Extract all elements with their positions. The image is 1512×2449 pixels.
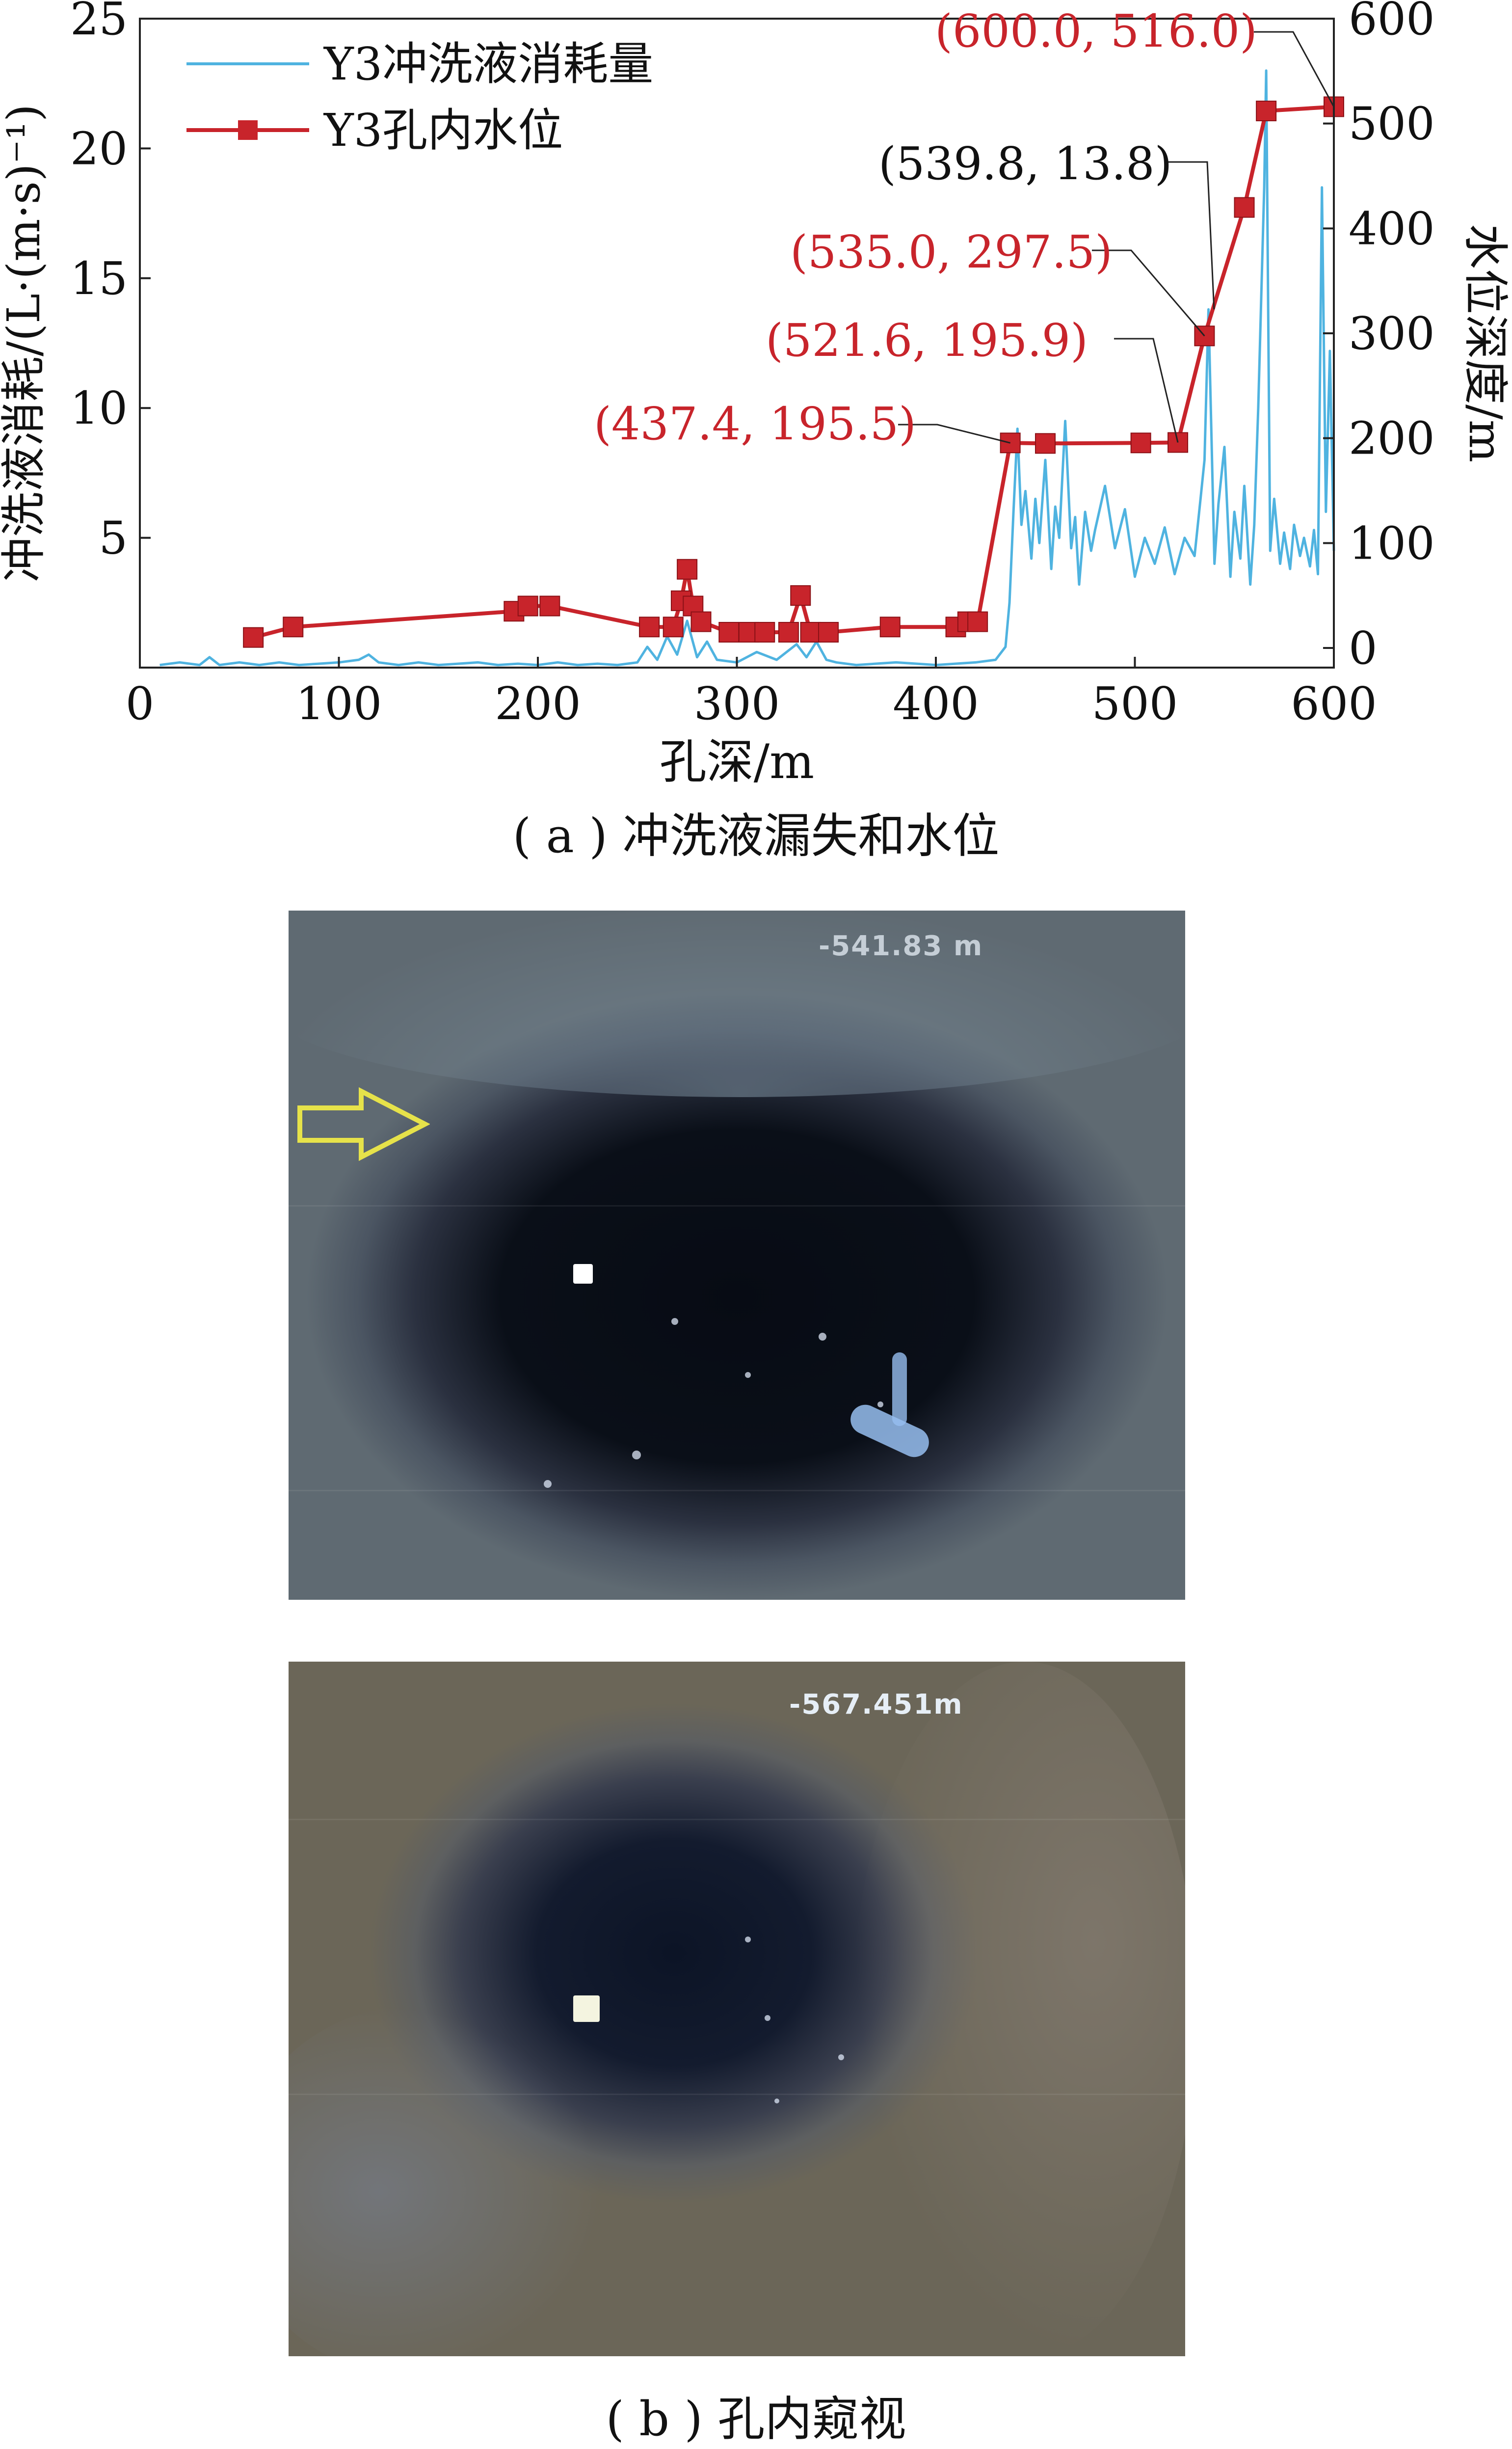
water-level-point [800, 621, 821, 643]
caption-b: ( b ) 孔内窥视 [606, 2392, 906, 2447]
water-level-point [690, 611, 712, 632]
annotation-label: (535.0, 297.5) [790, 226, 1113, 278]
water-level-chart: 0 100 200 300 400 500 600 25 20 15 10 5 600 500 400 300… [0, 0, 1512, 789]
water-level-point [539, 595, 560, 617]
y-left-tick-label: 25 [70, 0, 128, 45]
caption-a: ( a ) 冲洗液漏失和水位 [512, 808, 1000, 863]
annotation-label: (521.6, 195.9) [766, 314, 1088, 367]
y-right-axis-label: 水位深度/m [1459, 224, 1512, 462]
water-level-point [1035, 433, 1056, 454]
y-right-tick-label: 600 [1349, 0, 1435, 45]
depth-overlay-lower: -567.451m [789, 1689, 963, 1721]
y-left-tick-label: 10 [70, 382, 128, 434]
water-level-point [790, 585, 811, 606]
flush-consumption-line [159, 69, 1335, 667]
water-level-point [1234, 197, 1255, 218]
annotation-leader [1114, 338, 1179, 443]
annotation-leader [1092, 249, 1205, 337]
water-level-point [718, 621, 740, 643]
annotation-leader [1254, 31, 1335, 108]
y-right-tick-label: 100 [1349, 517, 1435, 569]
water-level-point [754, 621, 775, 643]
x-tick-label: 100 [296, 677, 382, 730]
x-tick-label: 300 [694, 677, 780, 730]
water-level-point [243, 627, 264, 648]
water-level-point [1130, 432, 1151, 454]
y-right-tick-label: 300 [1349, 307, 1435, 360]
y-left-axis-label: 冲洗液消耗/(L·(m·s)⁻¹) [0, 104, 50, 582]
water-level-point [967, 611, 988, 632]
x-tick-label: 400 [893, 677, 979, 730]
x-tick-label: 600 [1291, 677, 1377, 730]
legend-label: Y3冲洗液消耗量 [323, 38, 653, 90]
water-level-point [517, 595, 538, 617]
water-level-point [1256, 101, 1277, 122]
water-level-point [677, 559, 698, 580]
annotation-leader [898, 424, 1011, 444]
x-tick-label: 200 [495, 677, 581, 730]
arrow-icon [297, 1087, 430, 1161]
x-tick-label: 500 [1092, 677, 1178, 730]
legend-marker [238, 120, 258, 140]
y-right-tick-label: 400 [1349, 202, 1435, 255]
depth-overlay-upper: -541.83 m [819, 930, 983, 962]
annotation-leader [1168, 161, 1215, 310]
y-left-tick-label: 15 [70, 252, 128, 305]
y-left-tick-label: 20 [70, 122, 128, 175]
y-right-tick-label: 500 [1349, 98, 1435, 150]
annotation-label: (539.8, 13.8) [878, 137, 1172, 190]
y-right-tick-label: 200 [1349, 412, 1435, 465]
annotation-label: (600.0, 516.0) [935, 5, 1257, 57]
x-axis-label: 孔深/m [660, 734, 814, 789]
water-level-point [778, 621, 799, 643]
water-level-point [283, 617, 304, 638]
water-level-point [818, 621, 839, 643]
crack-highlight [892, 1352, 907, 1426]
water-level-point [663, 617, 684, 638]
y-right-tick-label: 0 [1349, 622, 1378, 674]
borehole-photo-upper: -541.83 m [289, 911, 1185, 1600]
x-tick-label: 0 [126, 677, 155, 730]
annotation-label: (437.4, 195.5) [594, 398, 916, 450]
y-left-tick-label: 5 [99, 512, 128, 565]
legend-label: Y3孔内水位 [323, 104, 563, 157]
water-level-point [879, 617, 901, 638]
water-level-point [639, 617, 660, 638]
borehole-photo-lower: -567.451m [289, 1662, 1185, 2356]
crack-highlight [846, 1399, 934, 1462]
